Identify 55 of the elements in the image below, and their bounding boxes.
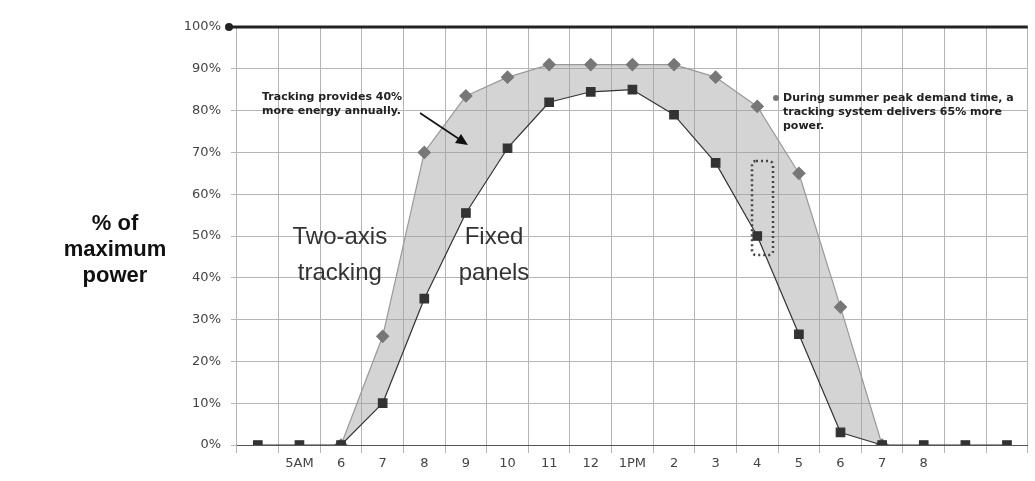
x-tick-label: 6 [836, 455, 845, 471]
point [461, 208, 471, 218]
y-tick-label: 90% [192, 60, 221, 76]
x-tick-label: 5 [794, 455, 804, 471]
y-tick-label: 50% [192, 227, 221, 243]
x-tick-label: 5AM [285, 455, 314, 471]
y-axis-title: % of maximum power [62, 210, 168, 288]
point [669, 109, 679, 120]
point [542, 58, 556, 72]
point [625, 58, 639, 72]
point [417, 145, 431, 159]
y-tick-label: 20% [192, 352, 221, 368]
point [752, 231, 763, 241]
y-tick-label: 80% [192, 101, 221, 117]
point [585, 86, 596, 97]
point [792, 166, 806, 180]
point [502, 143, 513, 154]
point [794, 329, 804, 340]
series-label: Two-axis tracking [292, 222, 388, 286]
y-tick-label: 70% [192, 143, 221, 159]
point [627, 84, 638, 95]
point [419, 293, 430, 304]
point [710, 158, 721, 168]
point [377, 398, 388, 409]
annotation: During summer peak demand time, a tracking system delivers 65% more power. [783, 91, 1015, 133]
x-tick-label: 7 [378, 455, 387, 471]
x-tick-label: 10 [499, 455, 516, 471]
y-tick-label: 40% [192, 269, 221, 285]
x-tick-label: 2 [669, 455, 679, 471]
x-tick-label: 9 [461, 455, 471, 471]
point [500, 70, 515, 84]
point [833, 300, 848, 314]
x-tick-label: 4 [753, 455, 762, 471]
x-tick-label: 1PM [618, 455, 647, 471]
point [584, 58, 598, 72]
point [667, 58, 681, 72]
x-tick-label: 8 [420, 455, 429, 471]
point [376, 329, 390, 343]
x-tick-label: 12 [582, 455, 600, 471]
x-tick-label: 8 [919, 455, 928, 471]
y-tick-label: 100% [183, 18, 221, 34]
x-tick-label: 7 [877, 455, 887, 471]
point [544, 97, 554, 108]
series-label: Fixed panels [458, 222, 530, 286]
x-tick-label: 3 [711, 455, 720, 471]
y-tick-label: 0% [200, 436, 221, 452]
y-tick-label: 60% [192, 185, 221, 201]
x-tick-label: 11 [540, 455, 558, 471]
point [459, 89, 473, 103]
y-tick-label: 10% [192, 394, 221, 410]
annotation: Tracking provides 40% more energy annually. [262, 90, 404, 118]
point [750, 99, 764, 114]
y-tick-label: 30% [192, 310, 221, 326]
point [709, 70, 723, 84]
x-tick-label: 6 [336, 455, 346, 471]
